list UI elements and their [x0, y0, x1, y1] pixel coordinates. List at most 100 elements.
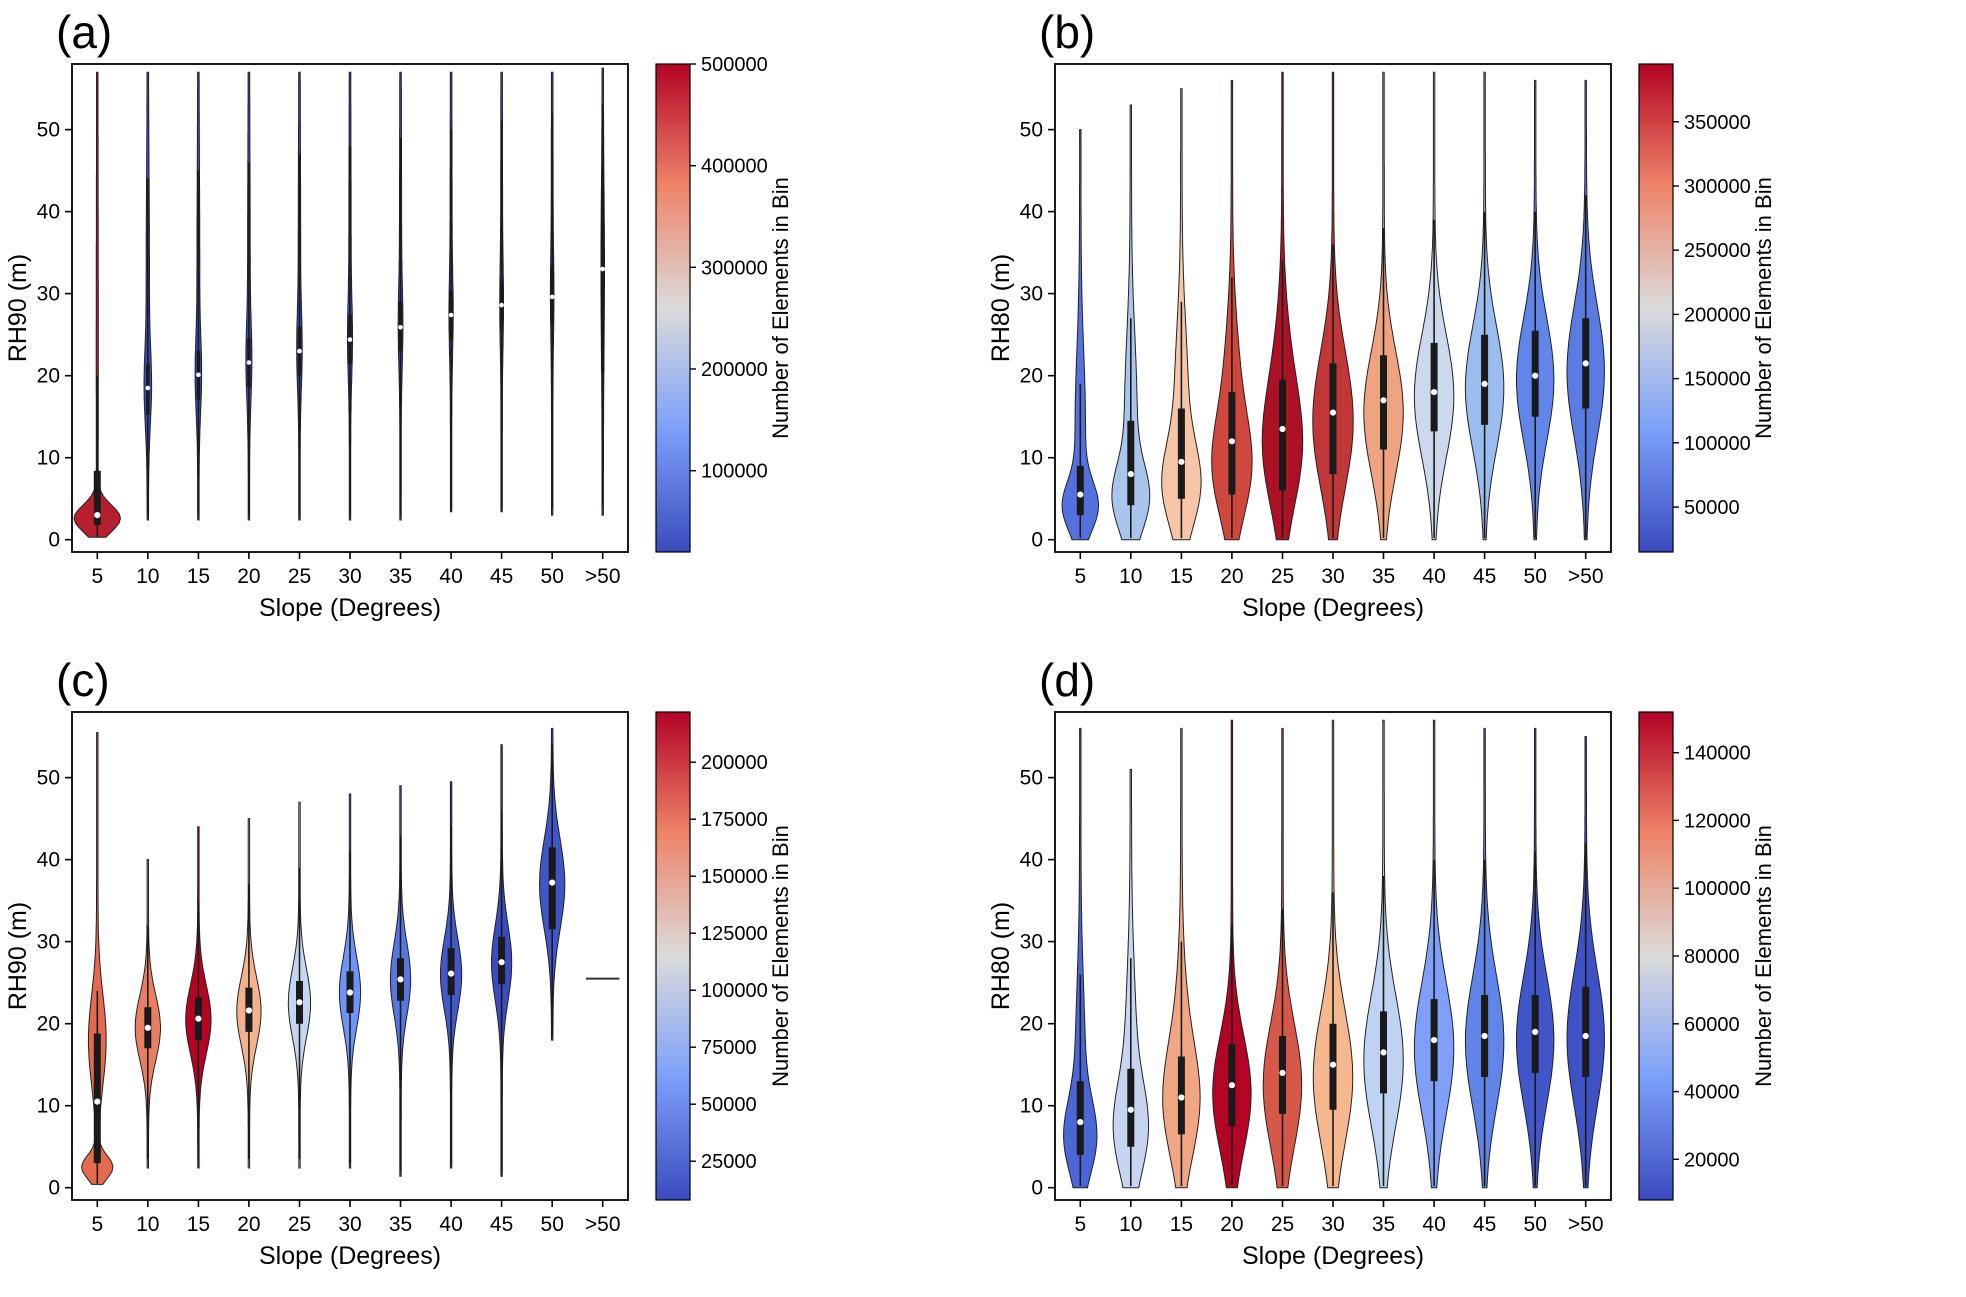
- y-tick-label: 40: [37, 201, 60, 224]
- median-dot: [346, 989, 354, 996]
- x-tick-label: 35: [1372, 565, 1395, 588]
- colorbar-tick-label: 50000: [1684, 497, 1740, 519]
- median-dot: [1279, 1069, 1286, 1076]
- colorbar-tick-label: 200000: [701, 752, 768, 774]
- x-tick-label: 15: [1170, 565, 1193, 588]
- panel-c: (c) 0 10 20 30 40 50 5 10 15 20 25 30 35 40 45 50 >50 Slop…: [0, 648, 983, 1296]
- x-tick-label: 10: [1119, 565, 1142, 588]
- y-tick-label: 10: [37, 1095, 60, 1118]
- colorbar-tick-label: 140000: [1684, 743, 1751, 765]
- x-tick-label: 30: [338, 1213, 361, 1236]
- y-tick-label: 40: [1020, 849, 1043, 872]
- median-dot: [448, 970, 455, 977]
- x-tick-label: >50: [1568, 1213, 1604, 1236]
- x-tick-label: 20: [237, 1213, 260, 1236]
- colorbar-tick-label: 60000: [1684, 1014, 1740, 1036]
- median-dot: [1178, 1094, 1185, 1101]
- median-dot: [296, 999, 303, 1006]
- x-axis-label: Slope (Degrees): [259, 1242, 441, 1270]
- y-tick-label: 50: [1020, 119, 1043, 142]
- panel-d: (d) 0 10 20 30 40 50 5 10 15 20 25 30 35 40 45 50 >50 Slop…: [983, 648, 1966, 1296]
- median-dot: [398, 325, 403, 330]
- colorbar-tick-label: 300000: [1684, 176, 1751, 198]
- x-axis-label: Slope (Degrees): [1242, 1242, 1424, 1270]
- colorbar-tick-label: 125000: [701, 923, 768, 945]
- median-dot: [1127, 471, 1134, 478]
- median-dot: [1532, 372, 1539, 379]
- colorbar-tick-label: 80000: [1684, 946, 1740, 968]
- median-dot: [196, 372, 201, 378]
- median-dot: [448, 312, 454, 318]
- panel-a: (a) 0 10 20 30 40 50 5 10 15 20 25 30 35 40 45 50 >50 Slop…: [0, 0, 983, 648]
- x-tick-label: 50: [1524, 1213, 1547, 1236]
- median-dot: [1532, 1028, 1539, 1035]
- x-tick-label: 20: [1220, 565, 1243, 588]
- colorbar-tick-label: 150000: [1684, 369, 1751, 391]
- x-tick-label: 50: [1524, 565, 1547, 588]
- y-tick-label: 30: [37, 283, 60, 306]
- colorbar-label: Number of Elements in Bin: [768, 177, 793, 439]
- median-dot: [1077, 491, 1084, 498]
- x-tick-label: >50: [585, 1213, 621, 1236]
- x-tick-label: 15: [1170, 1213, 1193, 1236]
- median-dot: [94, 511, 101, 519]
- colorbar: [655, 63, 691, 553]
- y-tick-label: 50: [37, 767, 60, 790]
- colorbar-label: Number of Elements in Bin: [768, 825, 793, 1087]
- x-tick-label: 10: [136, 1213, 159, 1236]
- y-tick-label: 40: [1020, 201, 1043, 224]
- colorbar-tick-label: 100000: [701, 980, 768, 1002]
- y-tick-label: 20: [1020, 365, 1043, 388]
- y-tick-label: 30: [37, 931, 60, 954]
- median-dot: [1431, 1037, 1438, 1044]
- colorbar-tick-label: 350000: [1684, 112, 1751, 134]
- median-dot: [397, 976, 404, 983]
- median-dot: [1582, 1032, 1589, 1040]
- median-dot: [1329, 1061, 1337, 1068]
- y-tick-label: 20: [1020, 1013, 1043, 1036]
- median-dot: [1077, 1119, 1084, 1126]
- median-dot: [1279, 425, 1286, 433]
- x-tick-label: 15: [187, 1213, 210, 1236]
- y-axis-label: RH80 (m): [987, 902, 1015, 1010]
- colorbar-tick-label: 75000: [701, 1037, 757, 1059]
- median-dot: [498, 959, 505, 966]
- colorbar-tick-label: 500000: [701, 54, 768, 76]
- colorbar-tick-label: 40000: [1684, 1082, 1740, 1104]
- colorbar: [655, 711, 691, 1201]
- median-dot: [499, 302, 504, 308]
- panel-b: (b) 0 10 20 30 40 50 5 10 15 20 25 30 35 40 45 50 >50 Slop…: [983, 0, 1966, 648]
- x-tick-label: 5: [91, 565, 103, 588]
- y-tick-label: 0: [1031, 1177, 1043, 1200]
- colorbar-tick-label: 120000: [1684, 810, 1751, 832]
- x-tick-label: 25: [288, 565, 311, 588]
- violin: [81, 732, 114, 1185]
- x-tick-label: 25: [1271, 565, 1294, 588]
- colorbar-tick-label: 50000: [701, 1094, 757, 1116]
- colorbar-tick-label: 25000: [701, 1151, 757, 1173]
- y-tick-label: 50: [1020, 767, 1043, 790]
- x-tick-label: 40: [439, 565, 462, 588]
- y-tick-label: 0: [48, 529, 60, 552]
- colorbar-label: Number of Elements in Bin: [1751, 825, 1776, 1087]
- colorbar-tick-label: 150000: [701, 866, 768, 888]
- x-tick-label: 30: [338, 565, 361, 588]
- median-dot: [297, 348, 302, 354]
- x-tick-label: 40: [439, 1213, 462, 1236]
- x-tick-label: >50: [1568, 565, 1604, 588]
- colorbar-tick-label: 200000: [1684, 304, 1751, 326]
- x-tick-label: 45: [1473, 1213, 1496, 1236]
- median-dot: [1380, 1049, 1387, 1056]
- y-tick-label: 20: [37, 365, 60, 388]
- panel-label: (c): [56, 654, 110, 706]
- x-axis-label: Slope (Degrees): [259, 594, 441, 622]
- median-dot: [1582, 360, 1589, 367]
- x-tick-label: 25: [288, 1213, 311, 1236]
- y-tick-label: 10: [1020, 1095, 1043, 1118]
- y-axis-label: RH80 (m): [987, 254, 1015, 362]
- y-tick-label: 40: [37, 849, 60, 872]
- panel-label: (d): [1039, 654, 1095, 706]
- x-tick-label: 50: [541, 565, 564, 588]
- x-tick-label: 5: [1074, 1213, 1086, 1236]
